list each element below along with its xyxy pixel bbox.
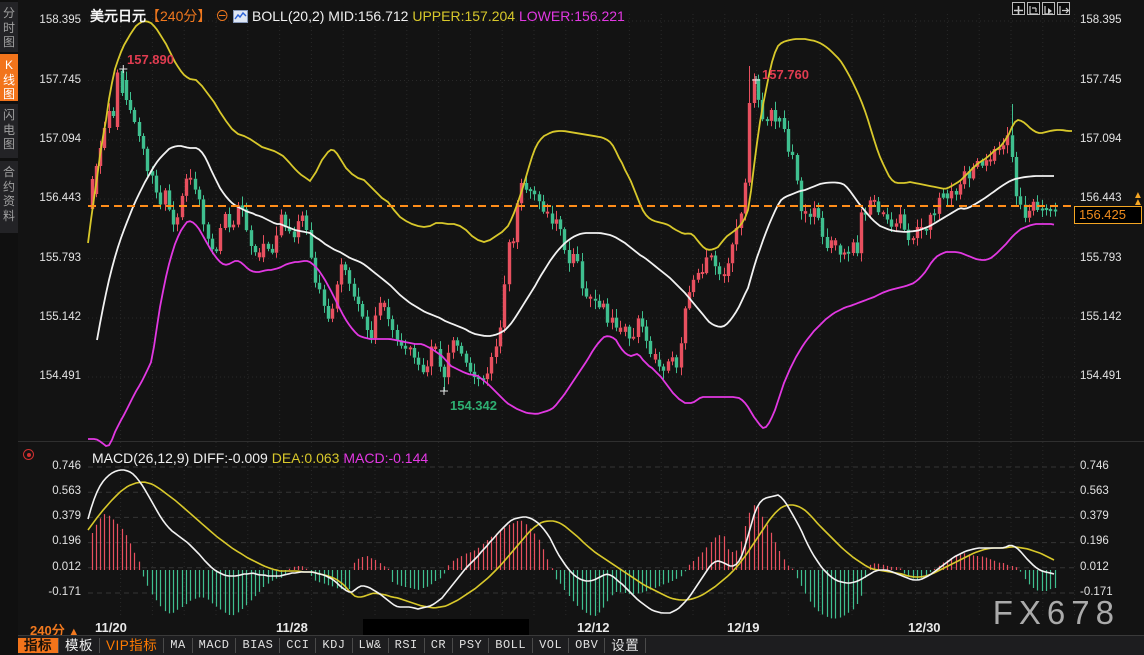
svg-text:157.890: 157.890 (127, 52, 174, 67)
svg-text:154.342: 154.342 (450, 398, 497, 413)
svg-text:157.760: 157.760 (762, 67, 809, 82)
